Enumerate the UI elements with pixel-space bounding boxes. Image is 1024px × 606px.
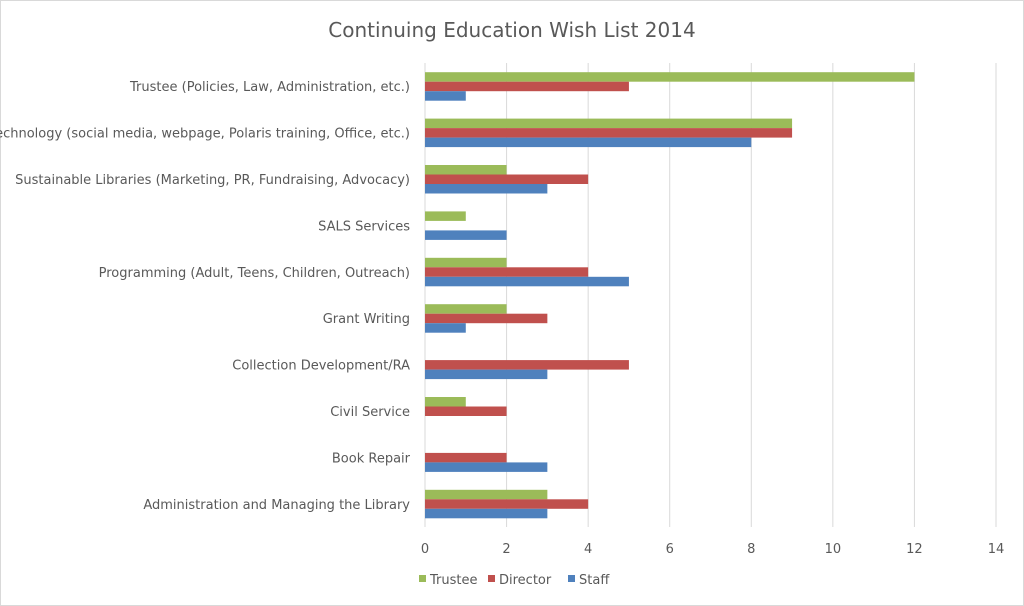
- category-label: Collection Development/RA: [232, 359, 410, 374]
- x-tick-label: 12: [906, 542, 923, 557]
- bar-director: [425, 406, 507, 416]
- bar-director: [425, 267, 589, 277]
- category-label: SALS Services: [318, 219, 410, 234]
- bar-director: [425, 313, 548, 324]
- x-tick-label: 8: [747, 542, 755, 557]
- legend-swatch-staff: [568, 575, 575, 582]
- bar-trustee: [425, 118, 793, 129]
- bar-staff: [425, 184, 548, 194]
- legend-label: Staff: [579, 573, 610, 588]
- legend-label: Trustee: [429, 573, 477, 588]
- bar-director: [425, 499, 589, 509]
- category-label: Grant Writing: [323, 312, 410, 327]
- category-label: Sustainable Libraries (Marketing, PR, Fu…: [15, 173, 410, 188]
- bar-director: [425, 174, 589, 184]
- x-tick-label: 6: [666, 542, 674, 557]
- bar-staff: [425, 323, 466, 333]
- category-label: Civil Service: [330, 405, 410, 420]
- category-label: Book Repair: [332, 451, 411, 466]
- bar-staff: [425, 369, 548, 380]
- bar-staff: [425, 230, 507, 240]
- legend-swatch-trustee: [419, 575, 426, 582]
- category-label: Trustee (Policies, Law, Administration, …: [129, 80, 410, 95]
- bar-trustee: [425, 72, 915, 82]
- x-tick-label: 0: [421, 542, 429, 557]
- bar-trustee: [425, 489, 548, 500]
- legend-label: Director: [499, 573, 552, 588]
- x-tick-label: 14: [988, 542, 1005, 557]
- x-tick-label: 2: [502, 542, 510, 557]
- bar-director: [425, 360, 629, 370]
- bar-director: [425, 81, 629, 92]
- bar-trustee: [425, 165, 507, 175]
- bar-staff: [425, 137, 752, 148]
- bar-trustee: [425, 397, 466, 407]
- bar-staff: [425, 508, 548, 519]
- x-tick-label: 4: [584, 542, 592, 557]
- category-label: Programming (Adult, Teens, Children, Out…: [99, 266, 410, 281]
- bar-director: [425, 128, 793, 138]
- bar-staff: [425, 276, 629, 287]
- bar-director: [425, 452, 507, 463]
- category-label: Administration and Managing the Library: [143, 498, 410, 513]
- bar-trustee: [425, 257, 507, 268]
- bar-trustee: [425, 211, 466, 221]
- bar-staff: [425, 462, 548, 472]
- x-tick-label: 10: [825, 542, 842, 557]
- bar-staff: [425, 91, 466, 101]
- category-label: Technology (social media, webpage, Polar…: [0, 127, 410, 142]
- chart-title: Continuing Education Wish List 2014: [328, 18, 695, 42]
- bar-trustee: [425, 304, 507, 314]
- legend-swatch-director: [488, 575, 495, 582]
